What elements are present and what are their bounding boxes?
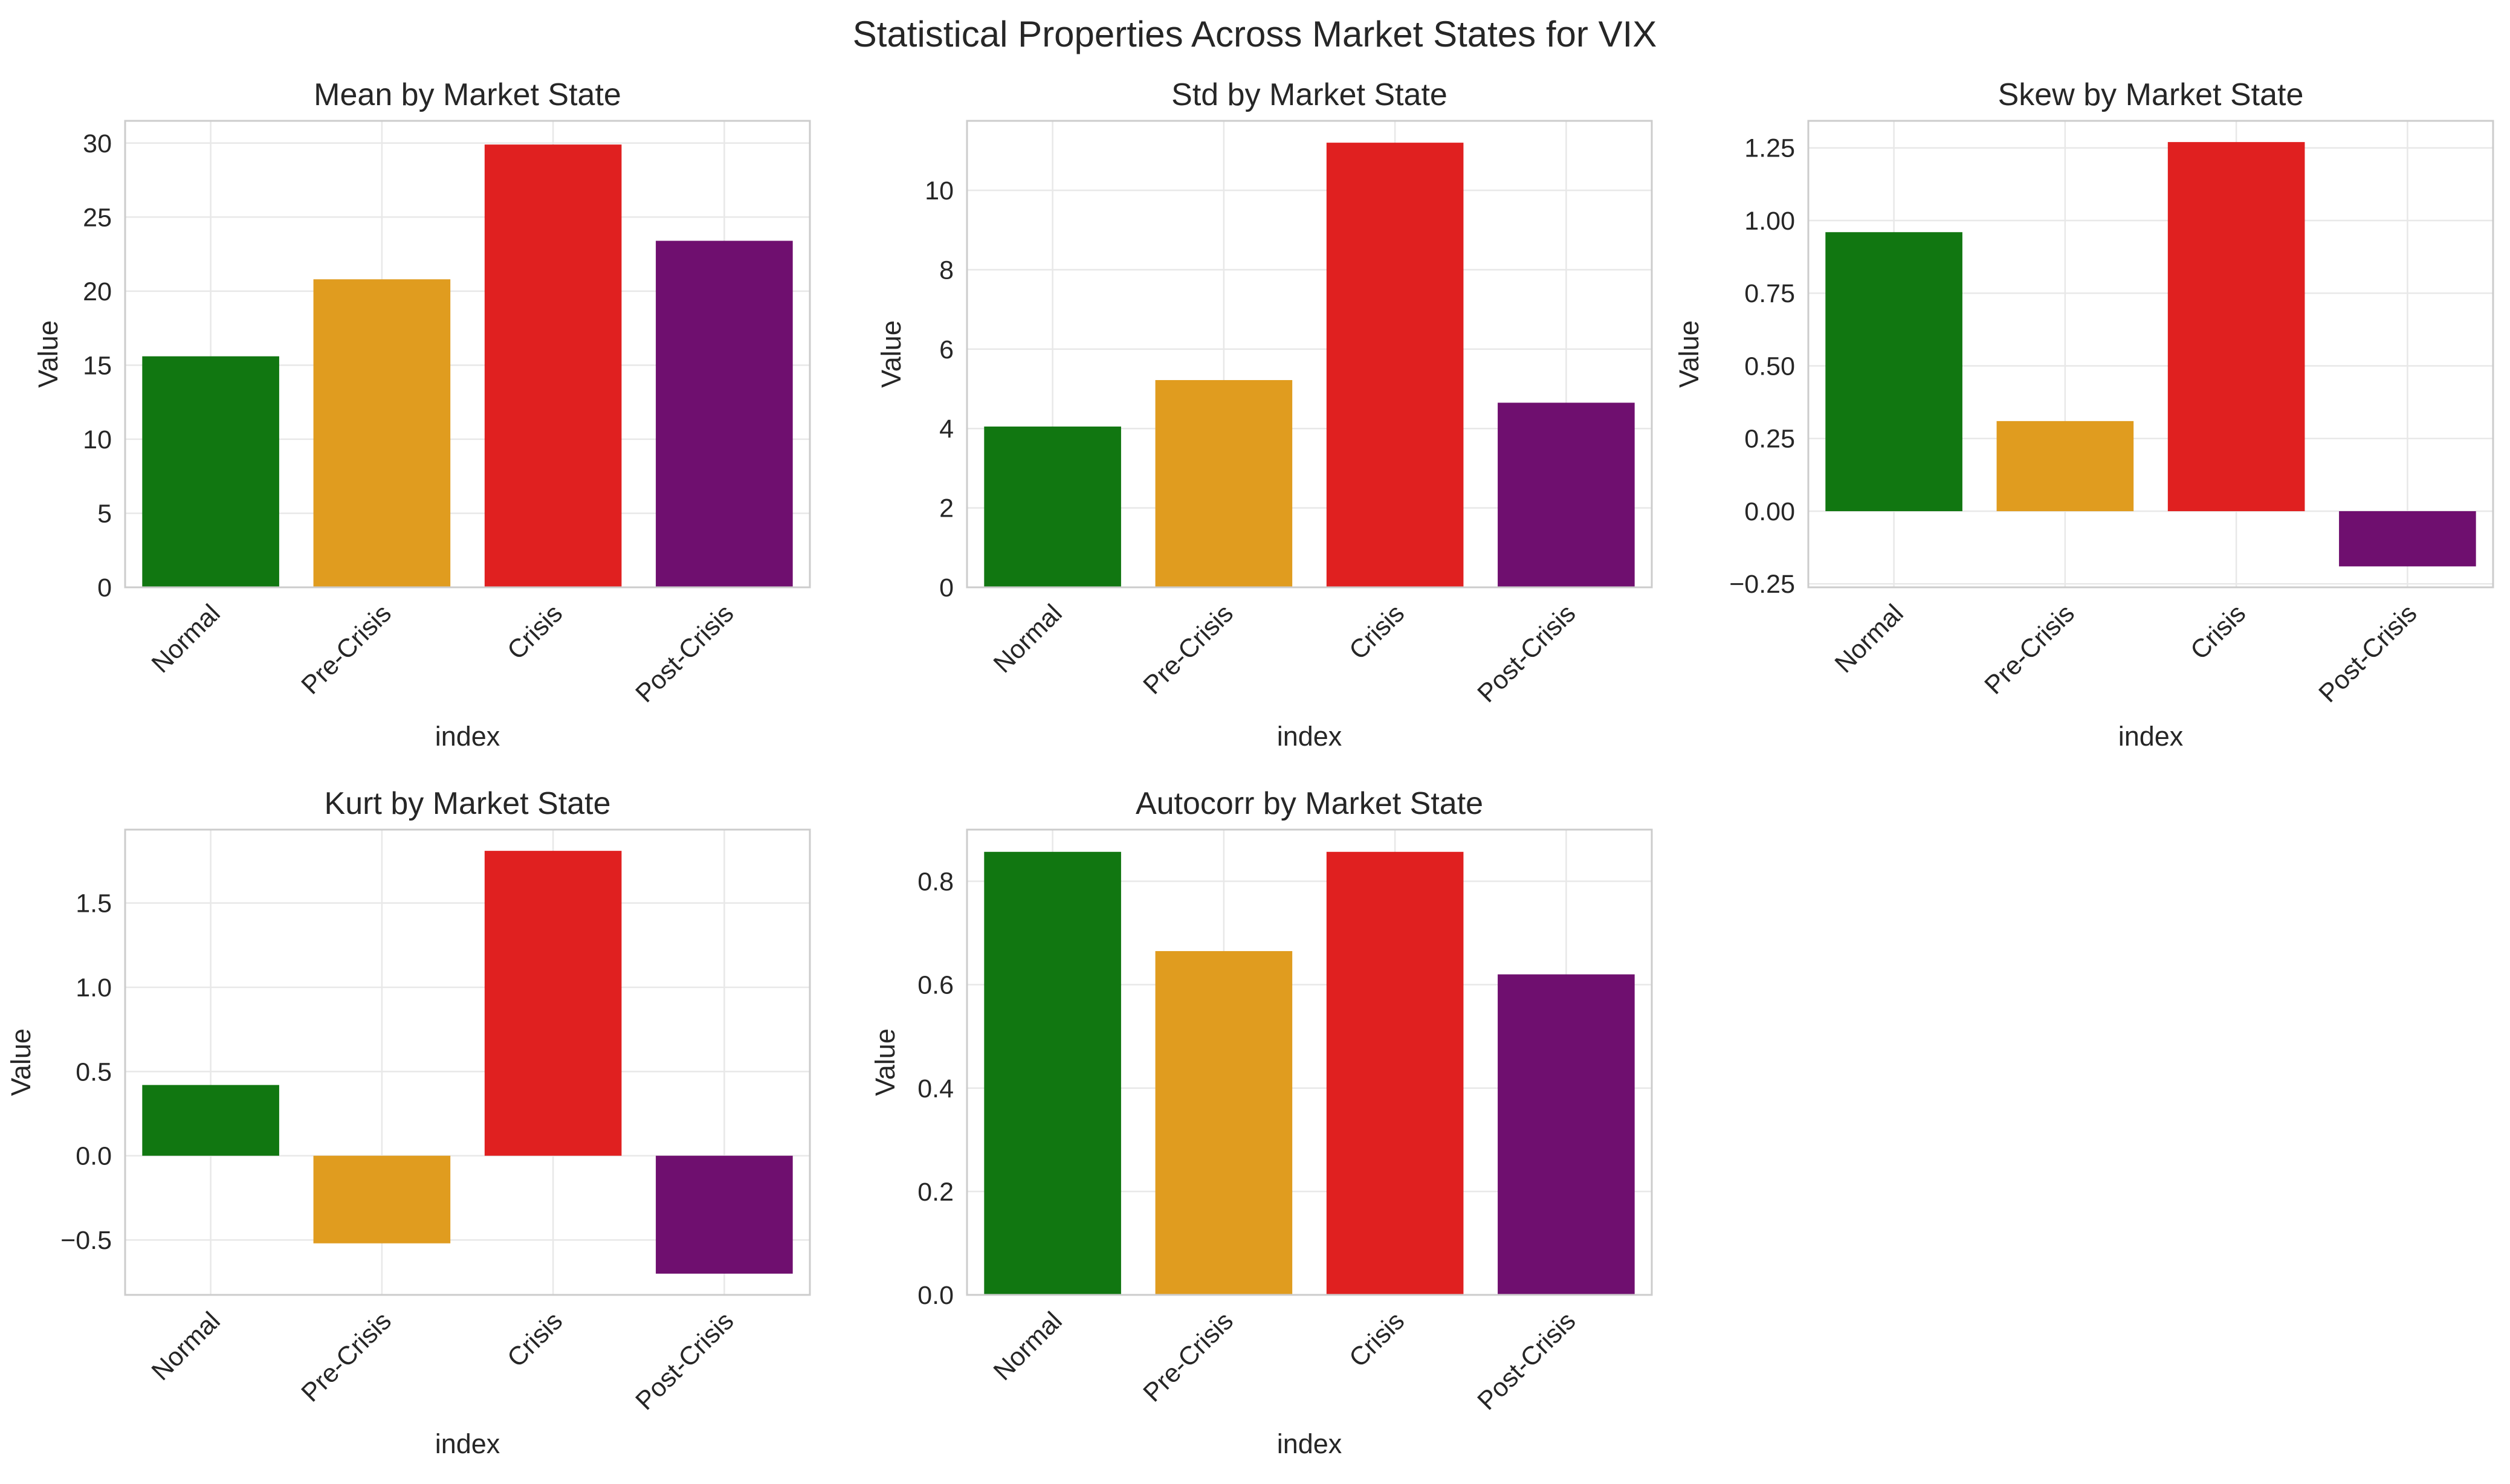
- bar-normal: [984, 851, 1121, 1295]
- y-tick-label: 0.00: [1744, 497, 1795, 526]
- y-tick-label: 1.25: [1744, 134, 1795, 163]
- axes-frame: [124, 120, 811, 589]
- bar-normal: [1825, 232, 1962, 511]
- y-tick-label: 10: [83, 425, 112, 454]
- axes-frame: [124, 828, 811, 1296]
- bar-post-crisis: [1498, 402, 1635, 587]
- y-axis-label: Value: [1674, 320, 1704, 388]
- y-axis-label: Value: [33, 320, 63, 388]
- x-axis-label: index: [435, 721, 500, 752]
- bar-pre-crisis: [313, 279, 451, 587]
- x-axis-label: index: [2118, 721, 2184, 752]
- y-tick-label: 0: [97, 573, 112, 602]
- y-tick-label: 30: [83, 129, 112, 158]
- y-tick-label: 10: [925, 176, 954, 205]
- axes-frame: [966, 828, 1653, 1296]
- y-axis-label: Value: [5, 1028, 36, 1096]
- y-tick-label: 1.5: [76, 889, 112, 918]
- y-tick-label: 20: [83, 277, 112, 306]
- bar-pre-crisis: [313, 1155, 451, 1244]
- y-tick-label: 0.0: [917, 1281, 954, 1310]
- subplot-title: Autocorr by Market State: [1136, 786, 1483, 821]
- bar-normal: [984, 426, 1121, 587]
- bar-post-crisis: [656, 1155, 793, 1274]
- bar-post-crisis: [2339, 511, 2476, 567]
- bar-post-crisis: [1498, 974, 1635, 1295]
- x-axis-label: index: [1277, 721, 1342, 752]
- bar-pre-crisis: [1996, 421, 2134, 511]
- y-tick-label: 0.2: [917, 1178, 954, 1207]
- bar-crisis: [2167, 142, 2305, 511]
- x-axis-label: index: [435, 1428, 500, 1459]
- bar-crisis: [1326, 851, 1464, 1295]
- y-tick-label: 0.5: [76, 1057, 112, 1086]
- y-tick-label: 5: [97, 499, 112, 528]
- axes-frame: [966, 120, 1653, 589]
- y-tick-label: 0.50: [1744, 352, 1795, 381]
- y-tick-label: 1.00: [1744, 207, 1795, 236]
- y-tick-label: 1.0: [76, 973, 112, 1002]
- y-tick-label: 6: [939, 335, 954, 364]
- y-tick-label: 0.4: [917, 1074, 954, 1103]
- y-tick-label: −0.5: [60, 1226, 112, 1255]
- y-tick-label: 0: [939, 573, 954, 602]
- y-tick-label: 4: [939, 415, 954, 444]
- bar-normal: [142, 1085, 279, 1156]
- bar-crisis: [484, 144, 622, 587]
- y-tick-label: 0.75: [1744, 279, 1795, 308]
- axes-frame: [1807, 120, 2494, 589]
- x-axis-label: index: [1277, 1428, 1342, 1459]
- y-tick-label: 0.25: [1744, 425, 1795, 454]
- subplot-title: Skew by Market State: [1998, 77, 2304, 112]
- y-tick-label: 0.8: [917, 868, 954, 897]
- figure-suptitle: Statistical Properties Across Market Sta…: [853, 14, 1657, 54]
- subplot-title: Mean by Market State: [314, 77, 621, 112]
- bar-post-crisis: [656, 240, 793, 587]
- y-axis-label: Value: [870, 1028, 901, 1096]
- bar-pre-crisis: [1155, 380, 1293, 587]
- y-axis-label: Value: [876, 320, 907, 388]
- subplot-title: Std by Market State: [1171, 77, 1447, 112]
- y-tick-label: 0.6: [917, 971, 954, 1000]
- bar-crisis: [1326, 143, 1464, 587]
- subplot-title: Kurt by Market State: [325, 786, 611, 821]
- bar-crisis: [484, 851, 622, 1156]
- bar-normal: [142, 356, 279, 587]
- y-tick-label: 8: [939, 256, 954, 285]
- y-tick-label: 2: [939, 494, 954, 523]
- y-tick-label: 25: [83, 203, 112, 232]
- y-tick-label: −0.25: [1729, 570, 1795, 599]
- y-tick-label: 15: [83, 351, 112, 380]
- bar-pre-crisis: [1155, 951, 1293, 1295]
- y-tick-label: 0.0: [76, 1142, 112, 1171]
